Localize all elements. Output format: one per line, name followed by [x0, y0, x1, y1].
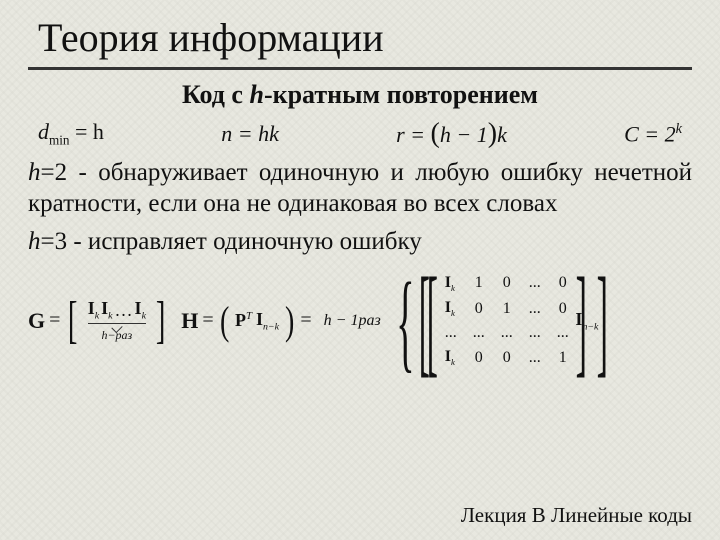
ik-3: Ik: [135, 298, 146, 322]
table-row: ...............: [437, 321, 577, 345]
inner-rbracket: ]: [575, 266, 586, 376]
table-cell: 0: [493, 271, 521, 296]
ink-1: In−k: [256, 309, 279, 333]
eq-sign-g: =: [49, 309, 60, 332]
table-cell: 0: [549, 296, 577, 321]
table-cell: 0: [493, 345, 521, 370]
formula-r: r = (h − 1)k: [396, 118, 507, 150]
table-cell: ...: [521, 321, 549, 345]
p1-text: - обнаруживает одиночную и любую ошибку …: [28, 159, 692, 217]
p2-h: h: [28, 228, 41, 255]
table-cell: Ik: [437, 345, 465, 370]
rbracket-g: ]: [156, 295, 166, 347]
p2-text: - исправляет одиночную ошибку: [73, 228, 421, 255]
ink-1-i: I: [256, 309, 263, 329]
table-row: Ik00...1: [437, 345, 577, 370]
underbrace-icon: [88, 323, 146, 324]
subtitle-prefix: Код с: [182, 80, 250, 109]
r-inner: h − 1: [440, 122, 488, 147]
eq-sign-h1: =: [202, 309, 213, 332]
page-title: Теория информации: [38, 14, 692, 61]
table-cell: 0: [465, 345, 493, 370]
p2-eq: =3: [41, 228, 74, 255]
r-lparen: (: [431, 118, 440, 149]
h-matrix-block: h − 1раз { [ [ Ik10...0Ik01...0.........…: [324, 266, 607, 376]
subtitle-var: h: [249, 80, 263, 109]
eq-sign-h2: =: [300, 309, 311, 332]
ik-3-i: I: [135, 298, 142, 318]
r-k: k: [497, 122, 507, 147]
p-transpose: PT: [235, 310, 252, 331]
g-equation: G = [ Ik Ik … Ik h−раз ]: [28, 295, 169, 347]
footer-text: Лекция В Линейные коды: [461, 503, 692, 528]
title-underline: [28, 67, 692, 70]
g-dots: …: [115, 300, 133, 321]
matrix-zone: G = [ Ik Ik … Ik h−раз ] H =: [28, 266, 692, 376]
table-cell: ...: [465, 321, 493, 345]
table-cell: ...: [521, 345, 549, 370]
c-sup: k: [676, 121, 682, 137]
ink-1-sub: n−k: [263, 321, 279, 332]
p-sup: T: [246, 310, 252, 322]
table-cell: ...: [521, 271, 549, 296]
ik-1-sub: k: [95, 310, 99, 321]
table-cell: ...: [521, 296, 549, 321]
table-cell: 1: [465, 271, 493, 296]
table-row: Ik10...0: [437, 271, 577, 296]
subtitle-suffix: -кратным повторением: [264, 80, 538, 109]
left-curly-icon: {: [396, 271, 414, 371]
ik-2: Ik: [101, 298, 112, 322]
table-cell: 1: [493, 296, 521, 321]
formula-row: dmin = h n = hk r = (h − 1)k C = 2k: [28, 118, 692, 156]
table-row: Ik01...0: [437, 296, 577, 321]
ik-3-sub: k: [142, 310, 146, 321]
lparen-h: (: [220, 301, 229, 341]
table-cell: 0: [549, 271, 577, 296]
r-rparen: ): [488, 118, 497, 149]
table-cell: ...: [549, 321, 577, 345]
inner-lbracket: [: [427, 266, 438, 376]
p-label: P: [235, 310, 246, 330]
slide: Теория информации Код с h-кратным повтор…: [0, 0, 720, 540]
rparen-h: ): [285, 301, 294, 341]
ik-1-i: I: [88, 298, 95, 318]
formula-n: n = hk: [221, 121, 279, 147]
table-cell: 0: [465, 296, 493, 321]
ik-1: Ik: [88, 298, 99, 322]
lbracket-g: [: [68, 295, 78, 347]
table-cell: Ik: [437, 296, 465, 321]
dmin-rhs: = h: [75, 119, 104, 144]
p1-eq: =2: [41, 159, 79, 186]
dmin-sub: min: [49, 133, 70, 148]
h-minus-1-label: h − 1раз: [324, 312, 381, 330]
formula-dmin: dmin = h: [38, 119, 104, 148]
formula-C: C = 2k: [624, 121, 682, 147]
p1-h: h: [28, 159, 41, 186]
outer-rbracket: ]: [597, 266, 608, 376]
table-cell: Ik: [437, 271, 465, 296]
h-equation: H = ( PT In−k ) =: [181, 301, 311, 341]
ik-2-sub: k: [108, 310, 112, 321]
table-cell: 1: [549, 345, 577, 370]
paragraph-h3: h=3 - исправляет одиночную ошибку: [28, 227, 692, 258]
h-matrix-table: Ik10...0Ik01...0...............Ik00...1: [437, 271, 577, 371]
c-lhs: C = 2: [624, 121, 676, 146]
g-label: G: [28, 308, 45, 334]
r-lhs: r =: [396, 122, 430, 147]
dmin-d: d: [38, 119, 49, 144]
subtitle: Код с h-кратным повторением: [28, 80, 692, 110]
g-content: Ik Ik … Ik h−раз: [86, 298, 148, 344]
paragraph-h2: h=2 - обнаруживает одиночную и любую оши…: [28, 158, 692, 219]
h-label: H: [181, 308, 198, 334]
table-cell: ...: [493, 321, 521, 345]
table-cell: ...: [437, 321, 465, 345]
